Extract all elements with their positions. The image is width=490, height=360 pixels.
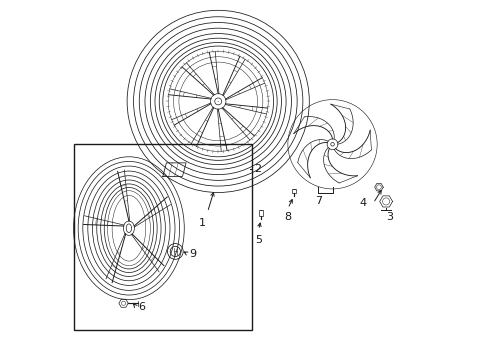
- Bar: [74, 144, 252, 330]
- Text: 8: 8: [284, 212, 292, 222]
- Text: 2: 2: [254, 164, 261, 174]
- Bar: [259, 210, 263, 216]
- Text: 7: 7: [315, 196, 322, 206]
- Text: 9: 9: [190, 249, 197, 259]
- Text: 1: 1: [198, 217, 206, 228]
- Text: 6: 6: [138, 302, 145, 312]
- Bar: [292, 189, 295, 193]
- Text: 3: 3: [386, 212, 393, 222]
- Text: 5: 5: [255, 235, 262, 246]
- Text: 4: 4: [359, 198, 366, 208]
